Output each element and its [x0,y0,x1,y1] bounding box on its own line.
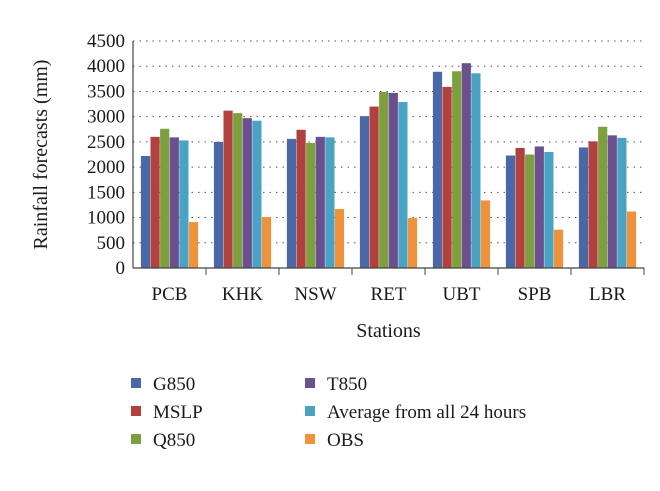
bar-lbr-5 [626,211,637,268]
bar-pcb-1 [150,136,160,268]
bar-lbr-4 [617,137,627,268]
legend-swatch [131,378,141,388]
bar-ret-1 [369,106,379,268]
x-tick-label: UBT [443,284,481,305]
bar-pcb-2 [160,128,170,268]
y-tick-label: 4500 [87,31,125,52]
x-tick-label: SPB [518,284,552,305]
legend-item: OBS [305,430,364,451]
bar-khk-0 [213,141,224,268]
bar-pcb-3 [169,137,179,268]
legend-swatch [305,434,315,444]
bar-khk-2 [233,113,243,268]
y-tick-labels: 0 500 1000 1500 2000 2500 3000 3500 4000 4500 [87,31,125,279]
bar-ret-0 [359,116,370,268]
legend-swatch [131,406,141,416]
x-axis-title: Stations [356,320,421,342]
y-axis-title: Rainfall forecasts (mm) [30,60,52,250]
bar-ret-4 [398,102,408,268]
bar-lbr-3 [607,135,617,268]
bar-spb-2 [525,154,535,268]
legend-item: Average from all 24 hours [305,402,526,423]
legend-swatch [305,378,315,388]
bar-ubt-2 [452,71,462,269]
bar-khk-1 [223,110,233,268]
legend-label: G850 [153,374,195,395]
legend-label: OBS [327,430,364,451]
bar-spb-3 [534,146,544,268]
legend-label: Average from all 24 hours [327,402,526,423]
axes [132,41,645,275]
legend-label: MSLP [153,402,203,423]
y-tick-label: 1000 [87,208,125,229]
y-tick-label: 1500 [87,182,125,203]
x-tick-label: LBR [589,284,626,305]
bar-ubt-1 [442,86,452,268]
bar-ubt-0 [432,71,443,268]
bar-pcb-5 [188,222,199,268]
bar-nsw-0 [286,138,297,268]
bar-ubt-5 [480,200,491,268]
legend-item: Q850 [131,430,195,451]
bar-ret-5 [407,218,418,268]
bars [140,63,637,269]
bar-lbr-2 [598,126,608,268]
legend-swatch [131,434,141,444]
bar-lbr-1 [588,141,598,268]
y-tick-label: 3500 [87,81,125,102]
bar-spb-4 [544,151,554,268]
bar-lbr-0 [578,147,589,268]
bar-spb-1 [515,147,525,268]
bar-spb-5 [553,229,564,268]
bar-khk-4 [252,120,262,268]
x-tick-labels: PCB KHK NSW RET UBT SPB LBR [152,284,627,305]
x-tick-label: KHK [222,284,263,305]
y-tick-label: 2500 [87,132,125,153]
gridlines [133,40,644,244]
bar-ret-3 [388,92,398,268]
bar-ubt-3 [461,63,471,268]
bar-pcb-0 [140,156,151,268]
bar-ubt-4 [471,73,481,268]
y-tick-label: 2000 [87,157,125,178]
bar-nsw-1 [296,129,306,268]
bar-pcb-4 [179,140,189,268]
y-tick-label: 500 [97,233,126,254]
x-tick-label: NSW [294,284,336,305]
legend: G850 MSLP Q850 T850 Average from all 24 hour… [131,374,526,451]
bar-ret-2 [379,91,389,269]
x-tick-label: PCB [152,284,188,305]
bar-nsw-3 [315,136,325,268]
y-tick-label: 3000 [87,107,125,128]
y-tick-label: 4000 [87,56,125,77]
legend-item: MSLP [131,402,203,423]
y-tick-label: 0 [116,258,126,279]
legend-item: T850 [305,374,367,395]
x-tick-label: RET [371,284,407,305]
bar-nsw-5 [334,208,345,268]
bar-nsw-2 [306,142,316,268]
legend-item: G850 [131,374,195,395]
bar-khk-3 [242,118,252,269]
bar-khk-5 [261,217,272,268]
legend-swatch [305,406,315,416]
legend-label: Q850 [153,430,195,451]
legend-label: T850 [327,374,367,395]
bar-spb-0 [505,155,516,268]
bar-nsw-4 [325,137,335,268]
